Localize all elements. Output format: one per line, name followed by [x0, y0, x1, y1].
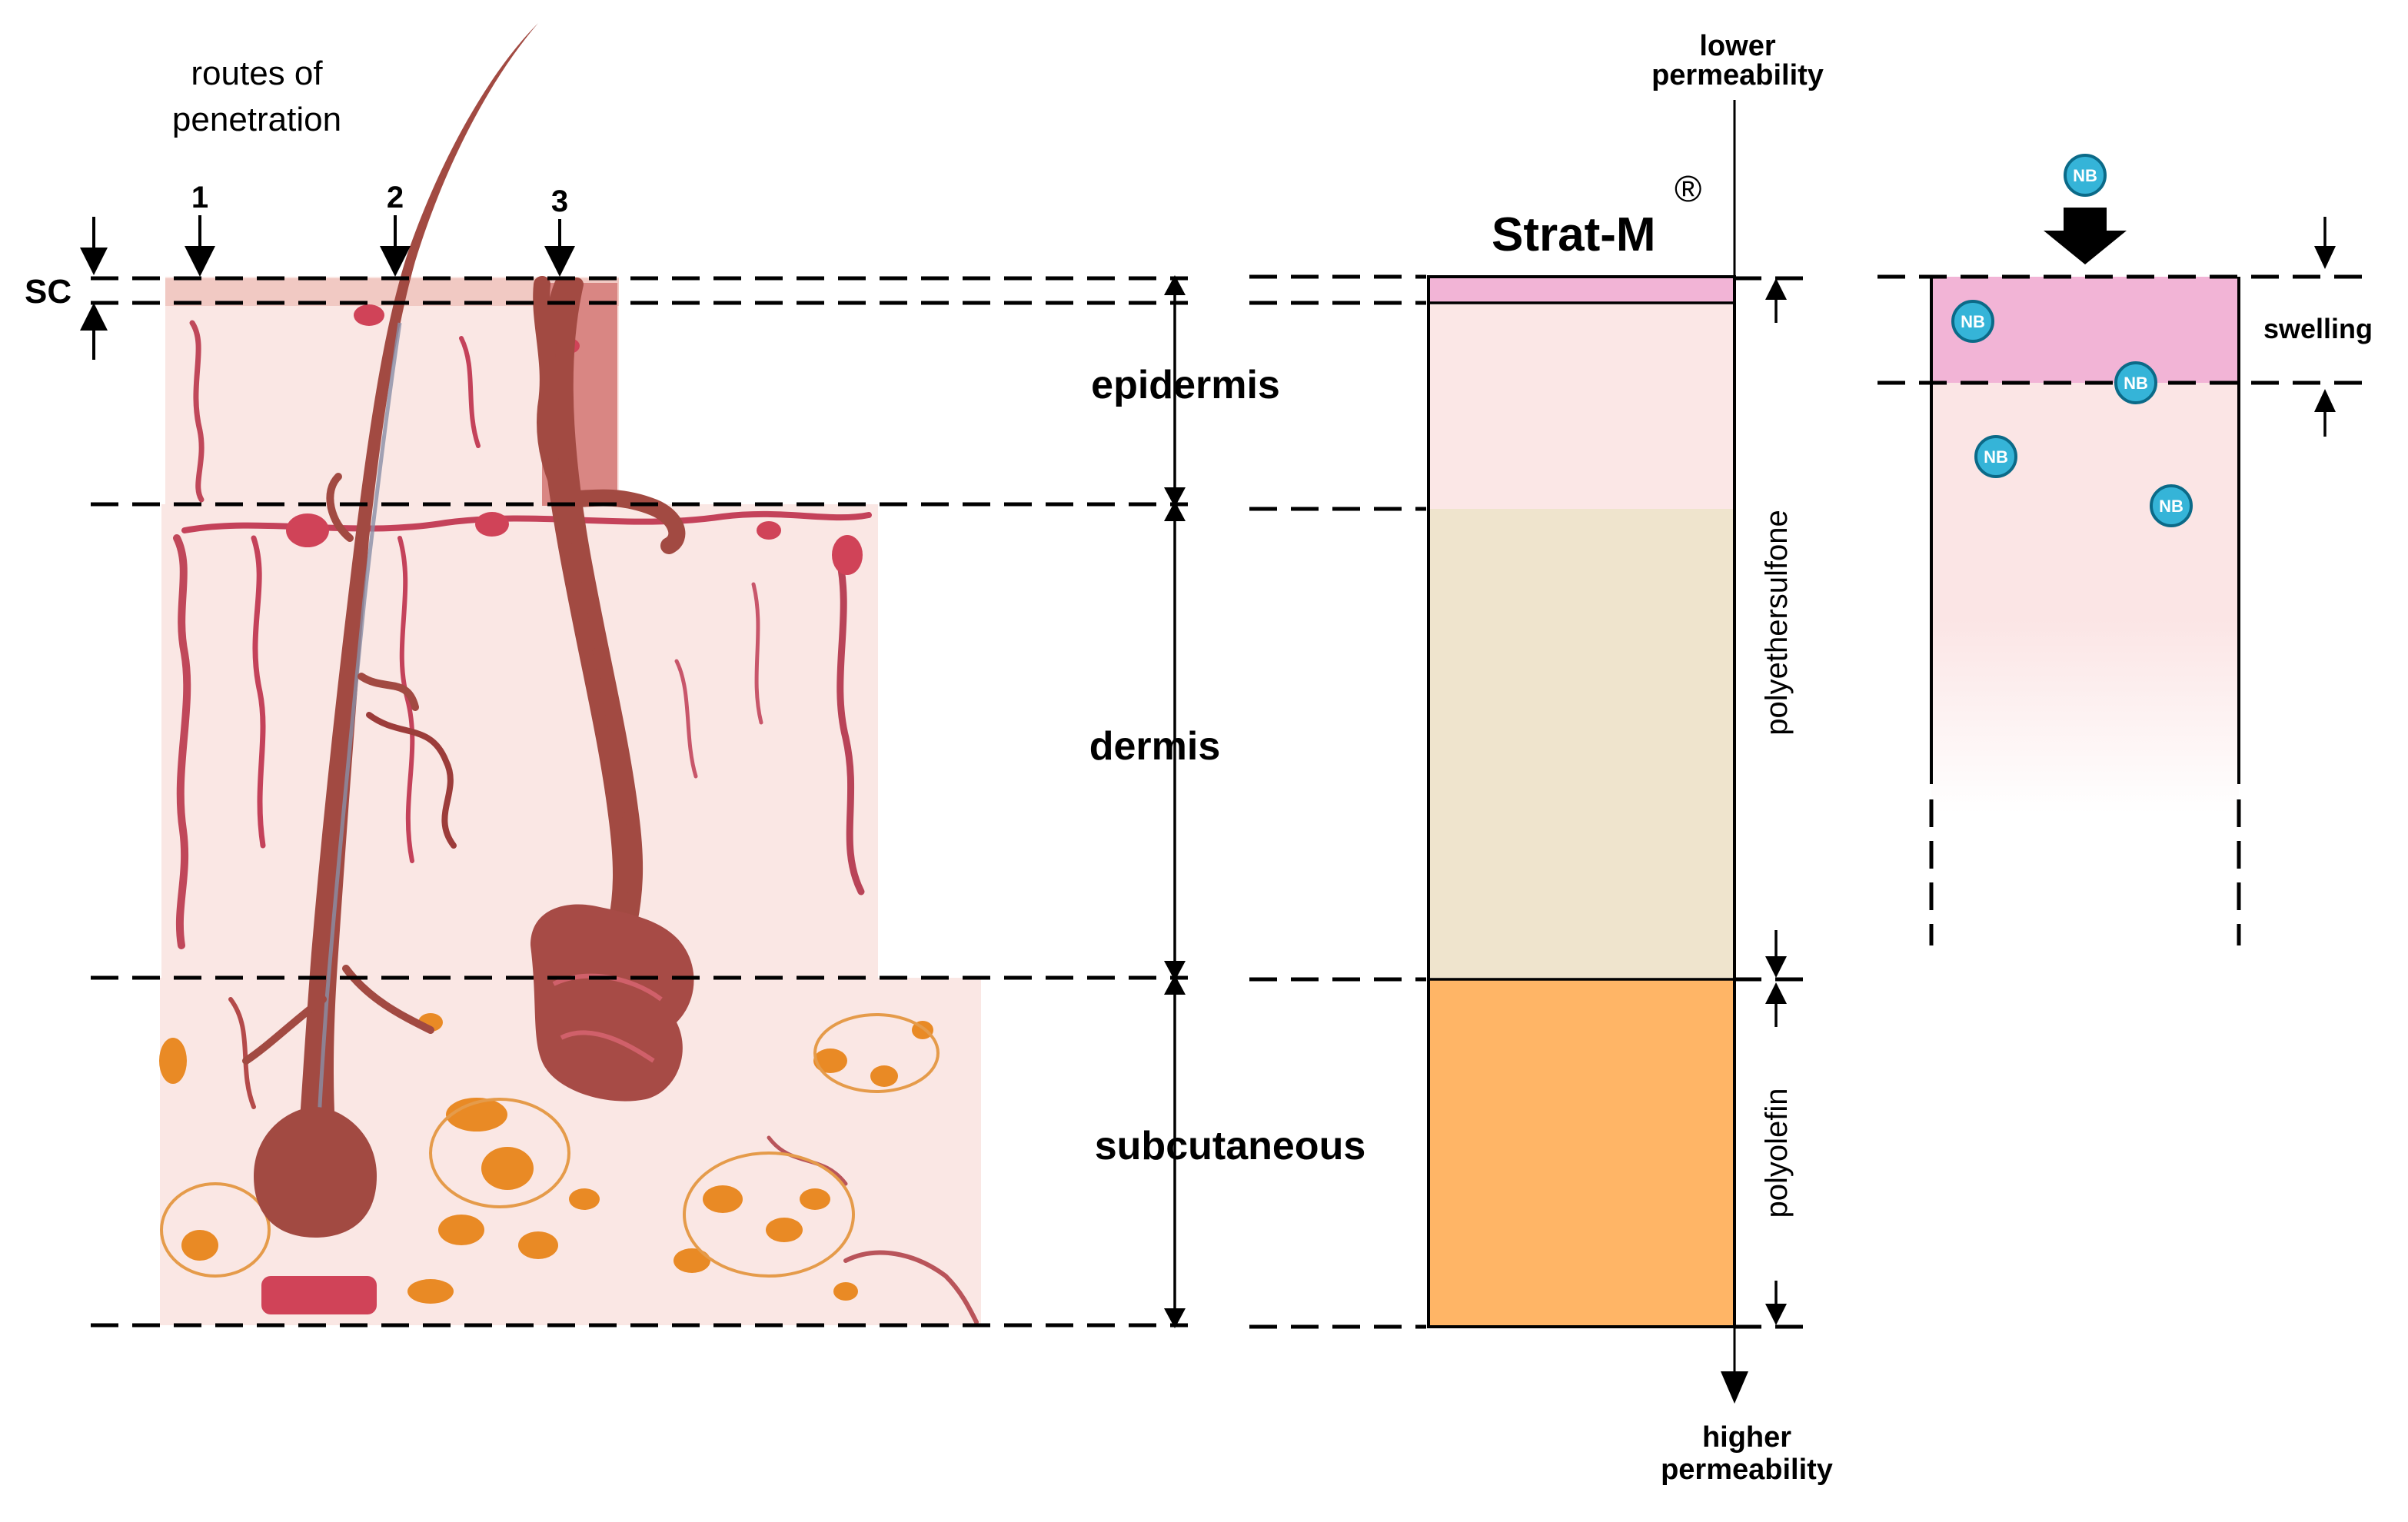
swelling-top-arrow-icon	[2314, 246, 2336, 269]
layer-label-dermis: dermis	[1089, 724, 1221, 769]
sc-bottom-arrow-icon	[80, 303, 108, 331]
nb-particle: NB	[1951, 300, 1994, 343]
membrane-dermis-layer	[1429, 509, 1734, 979]
layer-boundaries	[91, 274, 1811, 1329]
penetration-routes: routes of penetration 1 2 3 SC	[25, 55, 575, 360]
swelling-bottom-arrow-icon	[2314, 389, 2336, 412]
strat-m-trademark: ®	[1675, 169, 1701, 210]
sweat-duct-top	[533, 276, 686, 554]
higher-permeability-line2: permeability	[1661, 1454, 1833, 1486]
route-number-3: 3	[551, 184, 568, 218]
sweat-gland	[530, 276, 694, 1102]
hair-shaft	[296, 23, 538, 1168]
nb-particle: NB	[2064, 154, 2107, 197]
dermal-papilla	[261, 1276, 377, 1314]
nb-particle: NB	[2114, 361, 2157, 404]
sc-top-arrow-icon	[80, 248, 108, 275]
routes-title-line2: penetration	[172, 101, 341, 138]
swelling-panel: swelling NB NB NB NB NB	[1878, 154, 2373, 945]
pes-top-arrow-icon	[1765, 278, 1787, 300]
routes-title-line1: routes of	[191, 55, 323, 92]
permeability-axis-arrow-icon	[1721, 1371, 1748, 1404]
route-2-arrow-icon	[380, 246, 411, 277]
sc-label: SC	[25, 273, 72, 311]
nb-particle: NB	[2150, 484, 2193, 527]
route-1-arrow-icon	[185, 246, 215, 277]
sweat-gland-coil	[530, 904, 694, 1102]
svg-text:NB: NB	[2124, 374, 2148, 393]
svg-text:NB: NB	[2159, 497, 2183, 516]
skin-layer-dimensions	[1164, 275, 1186, 1328]
po-bottom-arrow-icon	[1765, 1304, 1787, 1325]
polyethersulfone-label: polyethersulfone	[1760, 510, 1794, 736]
skin-cross-section	[159, 23, 981, 1325]
fat-cell-outlines	[160, 1013, 940, 1278]
lower-permeability-line2: permeability	[1651, 59, 1824, 91]
hair-shaft-highlight	[316, 322, 402, 1154]
pes-bottom-arrow-icon	[1765, 956, 1787, 978]
sebaceous-branches	[242, 473, 434, 1065]
higher-permeability-line1: higher	[1702, 1421, 1791, 1454]
hair-follicle	[242, 23, 538, 1314]
layer-label-subcutaneous: subcutaneous	[1095, 1124, 1366, 1168]
svg-text:NB: NB	[1984, 447, 2008, 467]
layer-label-epidermis: epidermis	[1091, 363, 1280, 407]
membrane-subcutaneous-layer	[1429, 979, 1734, 1327]
hair-bulb	[254, 1107, 377, 1238]
svg-text:NB: NB	[1961, 312, 1985, 331]
route-3-arrow-icon	[544, 246, 575, 277]
strat-m-membrane: Strat-M ® lower permeability higher perm…	[1427, 30, 1833, 1486]
membrane-epidermis-layer	[1429, 303, 1734, 509]
svg-text:NB: NB	[2073, 166, 2097, 185]
strat-m-title: Strat-M	[1492, 208, 1656, 261]
dermis-tissue	[161, 504, 878, 981]
nb-particle: NB	[1974, 435, 2017, 478]
route-number-1: 1	[191, 181, 208, 214]
fat-cells	[159, 1013, 933, 1304]
route-number-2: 2	[387, 181, 404, 214]
swelling-label: swelling	[2263, 313, 2373, 344]
polyolefin-label: polyolefin	[1760, 1088, 1794, 1218]
lower-permeability-line1: lower	[1699, 30, 1775, 62]
blood-vessel-blobs	[286, 304, 863, 575]
po-top-arrow-icon	[1765, 982, 1787, 1004]
application-arrow-icon	[2044, 208, 2127, 264]
membrane-top-layer	[1429, 277, 1734, 303]
